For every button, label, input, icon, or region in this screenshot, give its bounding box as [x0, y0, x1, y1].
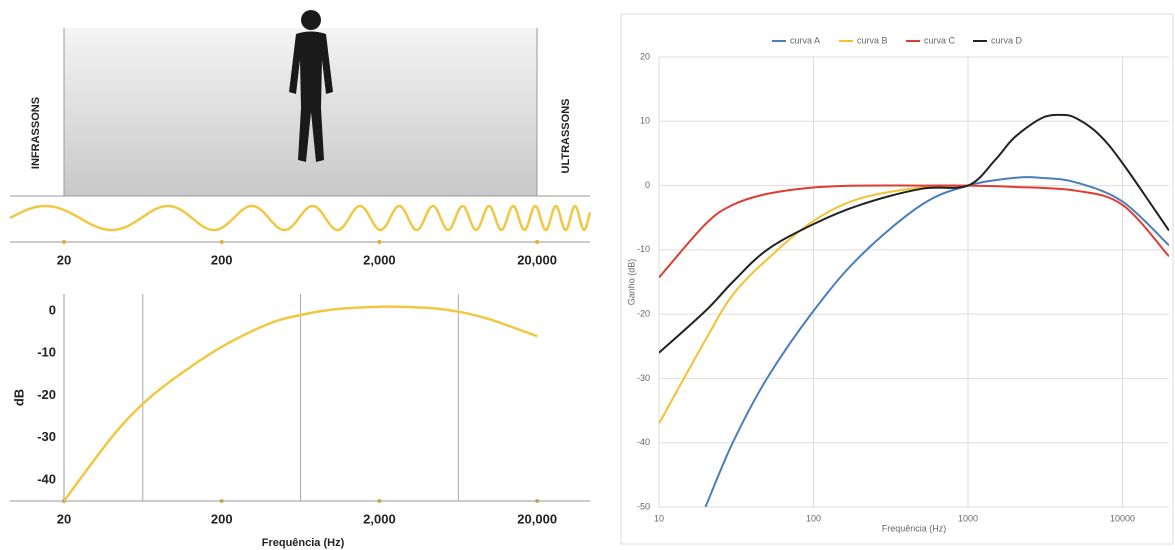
y-tick-label: -10 [37, 345, 56, 360]
legend-label: curva A [790, 35, 820, 45]
y-tick-label: -10 [637, 244, 650, 254]
axis-dot [219, 240, 224, 244]
axis-dot [377, 240, 382, 244]
y-tick-label: 10 [640, 116, 650, 126]
right-panel [620, 13, 1174, 545]
axis-dot [62, 240, 66, 244]
x-tick-label: 10 [654, 513, 664, 523]
data-line [659, 113, 1169, 354]
axis-label: 20,000 [517, 252, 557, 267]
x-tick-label: 100 [806, 513, 821, 523]
x-tick-label: 200 [211, 511, 233, 526]
data-line [659, 184, 1169, 279]
x-tick-label: 10000 [1110, 513, 1135, 523]
legend-label: curva D [991, 35, 1023, 45]
y-axis-label: dB [11, 389, 26, 406]
y-tick-label: 20 [640, 51, 650, 61]
y-tick-label: 0 [645, 180, 650, 190]
person-silhouette [289, 10, 333, 162]
sound-wave [9, 204, 592, 232]
y-tick-label: -40 [37, 471, 56, 486]
x-tick-label: 1000 [958, 513, 978, 523]
y-axis-label: Ganho (dB) [626, 259, 636, 306]
x-axis-label: Frequência (Hz) [882, 523, 947, 533]
axis-label: 2,000 [363, 252, 396, 267]
legend-label: curva C [924, 35, 956, 45]
y-tick-label: -30 [37, 429, 56, 444]
infra-label: INFRASSONS [30, 97, 42, 169]
axis-label: 200 [211, 252, 233, 267]
y-tick-label: -50 [637, 501, 650, 511]
x-axis-label: Frequência (Hz) [262, 537, 345, 549]
axis-label: 20 [57, 252, 71, 267]
y-tick-label: -40 [637, 437, 650, 447]
x-tick-label: 20 [57, 511, 71, 526]
data-line [64, 305, 538, 501]
y-tick-label: -20 [37, 387, 56, 402]
y-tick-label: -30 [637, 373, 650, 383]
axis-dot [535, 240, 540, 244]
ultra-label: ULTRASSONS [560, 99, 572, 174]
data-line [659, 184, 969, 424]
y-tick-label: 0 [49, 302, 56, 317]
data-line [704, 176, 1169, 507]
x-tick-label: 2,000 [363, 511, 396, 526]
legend-label: curva B [857, 35, 888, 45]
x-tick-label: 20,000 [517, 511, 557, 526]
y-tick-label: -20 [637, 309, 650, 319]
